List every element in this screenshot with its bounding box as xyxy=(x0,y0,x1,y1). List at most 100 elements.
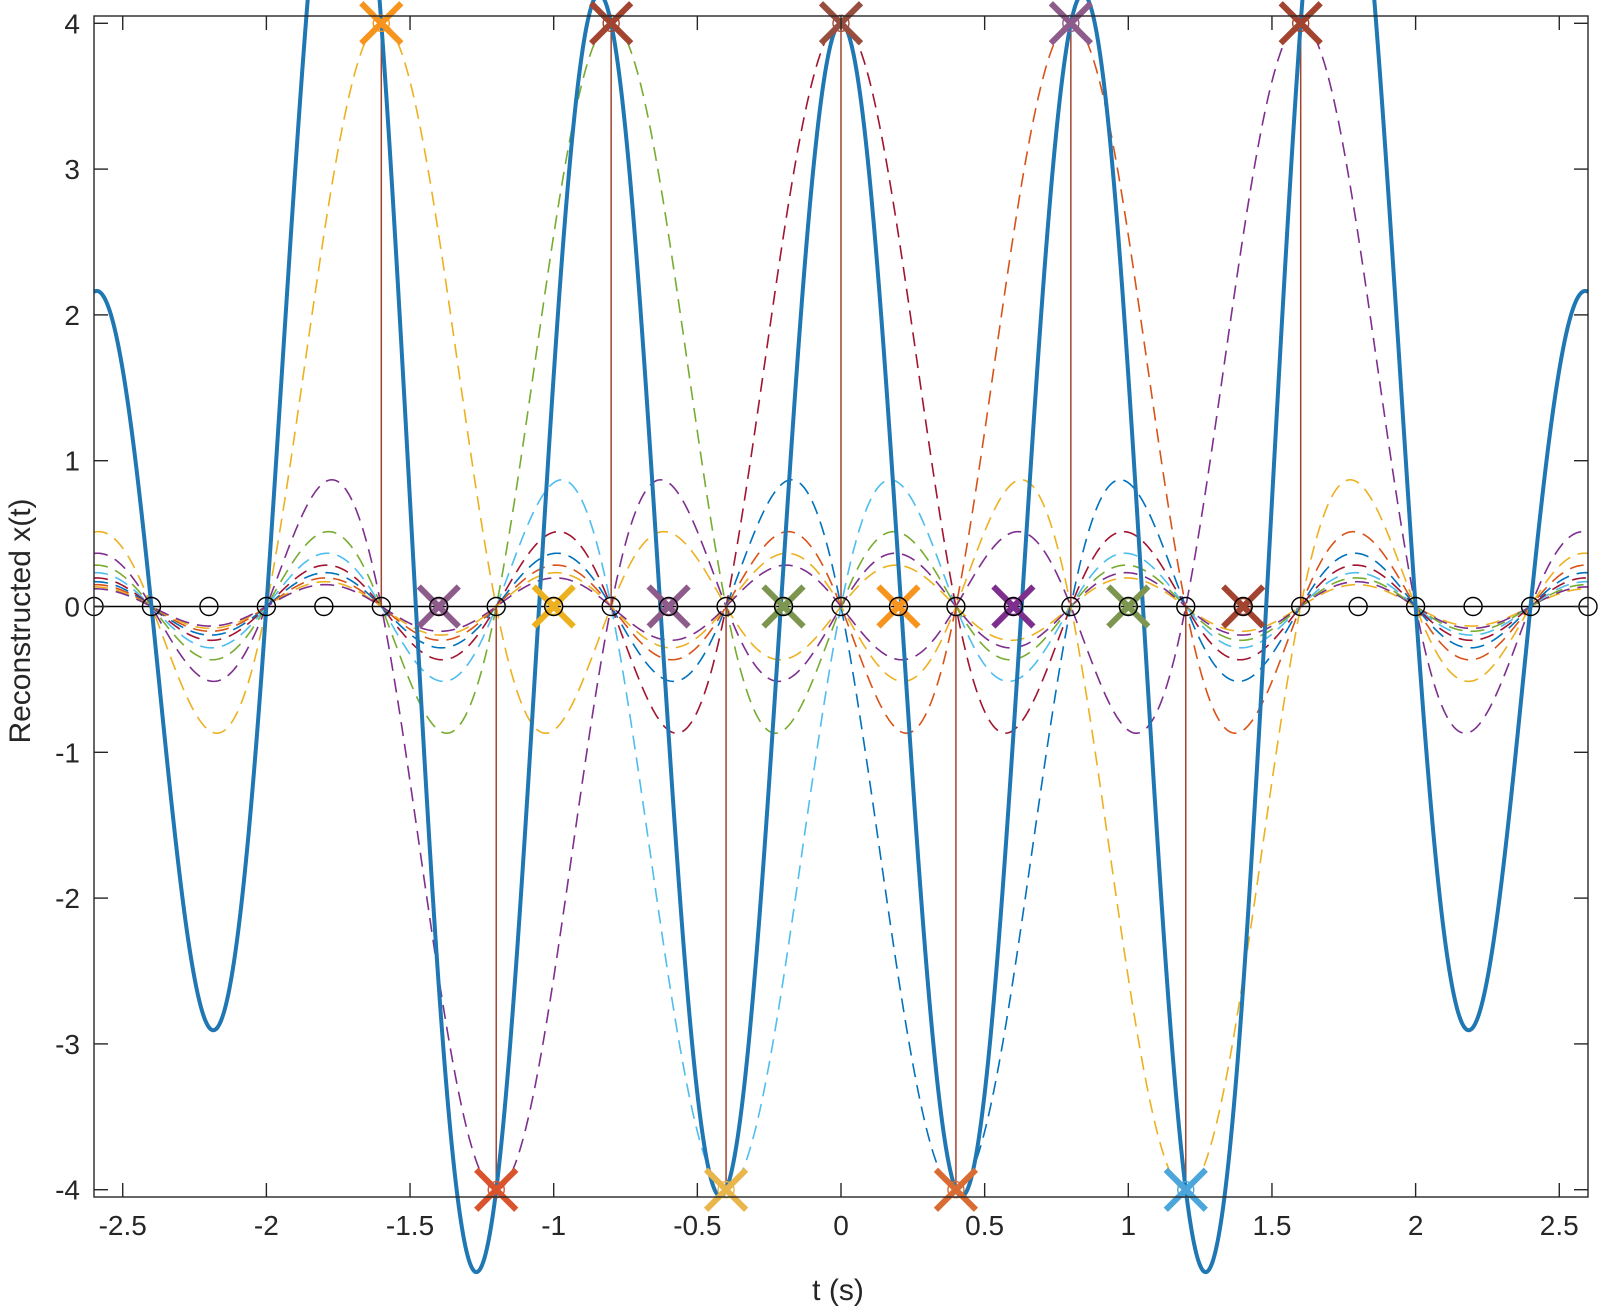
sample-circle xyxy=(659,597,678,616)
zero-marker-16 xyxy=(1003,596,1024,617)
sample-circle xyxy=(1119,597,1138,616)
x-marker-11 xyxy=(991,584,1036,629)
sample-circle xyxy=(602,14,620,32)
x-marker-9 xyxy=(876,584,921,629)
zero-marker-5 xyxy=(371,596,392,617)
x-marker-7 xyxy=(761,584,806,629)
zero-marker-22 xyxy=(1348,596,1368,617)
x-marker-3 xyxy=(531,584,576,629)
sinc-component-12 xyxy=(93,22,1589,734)
axes xyxy=(93,15,1589,1198)
zero-marker-18 xyxy=(1118,596,1139,617)
y-tick-label: 2 xyxy=(64,300,80,331)
x-marker-10 xyxy=(933,1167,979,1212)
zero-marker-1 xyxy=(141,596,162,617)
x-marker-1 xyxy=(416,584,461,629)
y-tick-label: 3 xyxy=(64,154,80,185)
x-marker-stroke xyxy=(1221,584,1266,629)
x-tick-label: 2 xyxy=(1408,1210,1424,1241)
x-tick-label: 1.5 xyxy=(1252,1210,1291,1241)
zero-marker-17 xyxy=(1061,596,1081,617)
zero-marker-13 xyxy=(831,596,851,617)
x-marker-stroke xyxy=(589,1,634,46)
y-tick-label: -3 xyxy=(55,1029,80,1060)
zero-marker-7 xyxy=(486,596,506,617)
zero-marker-4 xyxy=(314,596,334,617)
zero-marker-12 xyxy=(773,596,794,617)
sample-circle xyxy=(1177,1181,1195,1199)
y-tick-label: -1 xyxy=(55,737,80,768)
x-marker-stroke xyxy=(933,1167,979,1212)
zero-circle-markers xyxy=(84,596,1598,617)
zero-marker-6 xyxy=(429,596,449,617)
x-marker-stroke xyxy=(991,584,1036,629)
x-tick-label: -0.5 xyxy=(673,1210,721,1241)
zero-marker-20 xyxy=(1233,596,1253,617)
sample-circle xyxy=(717,1181,735,1199)
y-tick-label: 0 xyxy=(64,592,80,623)
y-tick-labels: -4 -3 -2 -1 0 1 2 3 4 xyxy=(55,8,80,1205)
zero-marker-15 xyxy=(946,596,966,617)
x-axis-label: t (s) xyxy=(812,1274,864,1307)
zero-marker-11 xyxy=(716,596,736,617)
y-tick-label: 4 xyxy=(64,8,80,39)
sinc-component-10 xyxy=(93,479,1589,1191)
x-tick-label: -1 xyxy=(541,1210,566,1241)
x-marker-stroke xyxy=(1106,584,1151,629)
y-tick-label: 1 xyxy=(64,446,80,477)
sample-circle xyxy=(372,14,391,32)
sample-circle xyxy=(1234,597,1252,616)
sample-circle xyxy=(889,597,908,616)
x-marker-stroke xyxy=(1048,1,1093,46)
x-tick-label: -2 xyxy=(254,1210,279,1241)
x-marker-12 xyxy=(1048,1,1093,46)
x-marker-13 xyxy=(1106,584,1151,629)
x-marker-16 xyxy=(1278,1,1323,46)
x-marker-stroke xyxy=(416,584,461,629)
zero-marker-9 xyxy=(601,596,621,617)
x-tick-label: 1 xyxy=(1121,1210,1137,1241)
x-marker-stroke xyxy=(646,584,691,629)
x-marker-stroke xyxy=(1278,1,1323,46)
zero-marker-19 xyxy=(1176,596,1196,617)
x-marker-stroke xyxy=(359,1,404,46)
y-axis-label: Reconstructed x(t) xyxy=(4,498,37,743)
sample-circle xyxy=(832,14,850,32)
y-tick-label: -4 xyxy=(55,1175,80,1206)
zero-marker-2 xyxy=(199,596,219,617)
zero-marker-14 xyxy=(888,596,909,617)
x-tick-label: 0.5 xyxy=(965,1210,1004,1241)
zero-marker-10 xyxy=(658,596,679,617)
x-marker-stroke xyxy=(531,584,576,629)
x-tick-label: 2.5 xyxy=(1540,1210,1579,1241)
x-marker-15 xyxy=(1221,584,1266,629)
sample-circle xyxy=(1062,14,1080,32)
sample-circle xyxy=(1291,14,1310,32)
x-marker-stroke xyxy=(876,584,921,629)
sample-circle xyxy=(774,597,793,616)
sample-circle xyxy=(487,1181,505,1199)
x-marker-2 xyxy=(474,1167,519,1212)
zero-marker-24 xyxy=(1463,596,1483,617)
sample-markers xyxy=(359,1,1323,1212)
x-tick-label: -1.5 xyxy=(386,1210,434,1241)
zero-marker-25 xyxy=(1520,596,1541,617)
zero-marker-21 xyxy=(1290,596,1311,617)
sample-circle xyxy=(430,597,448,616)
zero-marker-8 xyxy=(543,596,564,617)
sample-stems xyxy=(380,23,1302,1190)
x-marker-stroke xyxy=(703,1167,749,1212)
x-marker-14 xyxy=(1163,1167,1208,1212)
x-marker-stroke xyxy=(761,584,806,629)
x-tick-labels: -2.5 -2 -1.5 -1 -0.5 0 0.5 1 1.5 2 2.5 xyxy=(99,1210,1579,1241)
sample-circle xyxy=(544,597,563,616)
x-tick-label: 0 xyxy=(833,1210,849,1241)
x-tick-label: -2.5 xyxy=(99,1210,147,1241)
x-marker-stroke xyxy=(1163,1167,1208,1212)
x-marker-0 xyxy=(359,1,404,46)
zero-marker-3 xyxy=(256,596,277,617)
sample-circle xyxy=(1004,597,1023,616)
x-marker-5 xyxy=(646,584,691,629)
zero-marker-23 xyxy=(1405,596,1426,617)
